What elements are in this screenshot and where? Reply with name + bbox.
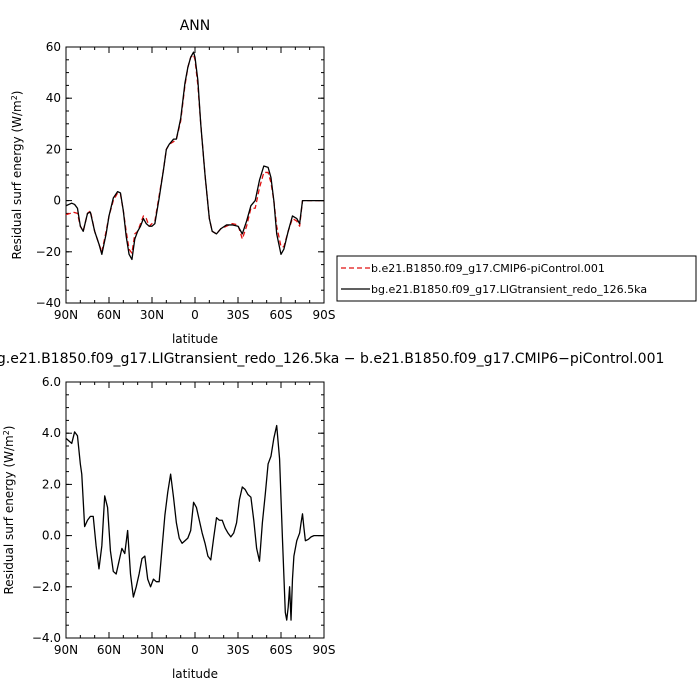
x-tick-label: 0 xyxy=(191,643,199,657)
x-tick-label: 90N xyxy=(54,308,78,322)
x-tick-label: 60S xyxy=(270,308,293,322)
axis-ticks: 90N 60N 30N 0 30S 60S 90S −40 −20 0 20 40 60 xyxy=(36,40,336,322)
x-axis-label: latitude xyxy=(172,332,218,346)
y-tick-label: −40 xyxy=(36,296,61,310)
chart-title: ANN xyxy=(180,18,211,34)
chart-panel-annual: ANN 90N 60N 30N 0 30S 60S 90S −40 −20 0 20 40 60 lat… xyxy=(10,18,697,346)
x-tick-label: 30N xyxy=(140,643,164,657)
legend-label-picontrol: b.e21.B1850.f09_g17.CMIP6-piControl.001 xyxy=(371,262,605,275)
y-axis-label: Residual surf energy (W/m2) xyxy=(10,90,25,259)
plot-frame xyxy=(65,46,325,304)
chart-title: bg.e21.B1850.f09_g17.LIGtransient_redo_1… xyxy=(0,351,664,367)
y-tick-label: 6.0 xyxy=(42,375,61,389)
y-axis-label-superscript: 2 xyxy=(2,430,11,435)
y-tick-label: −4.0 xyxy=(32,631,61,645)
y-axis-label: Residual surf energy (W/m2) xyxy=(2,425,17,594)
y-axis-label-main: Residual surf energy (W/m xyxy=(2,435,16,594)
series-group xyxy=(65,424,324,621)
y-tick-label: 2.0 xyxy=(42,477,61,491)
y-axis-label-main: Residual surf energy (W/m xyxy=(10,100,24,259)
x-tick-label: 0 xyxy=(191,308,199,322)
y-tick-label: −2.0 xyxy=(32,580,61,594)
x-tick-label: 60N xyxy=(97,643,121,657)
legend: b.e21.B1850.f09_g17.CMIP6-piControl.001 … xyxy=(336,255,697,302)
x-tick-label: 60N xyxy=(97,308,121,322)
y-tick-label: 20 xyxy=(46,142,61,156)
x-tick-label: 90S xyxy=(313,643,336,657)
y-tick-label: 4.0 xyxy=(42,426,61,440)
series-line-1 xyxy=(65,51,324,261)
x-axis-label: latitude xyxy=(172,667,218,681)
legend-label-ligtransient: bg.e21.B1850.f09_g17.LIGtransient_redo_1… xyxy=(371,283,647,296)
series-line-0 xyxy=(65,424,324,621)
x-tick-label: 30N xyxy=(140,308,164,322)
x-tick-label: 90S xyxy=(313,308,336,322)
legend-box xyxy=(336,255,697,302)
series-group xyxy=(65,51,324,261)
x-tick-label: 90N xyxy=(54,643,78,657)
series-line-0 xyxy=(65,54,324,254)
y-tick-label: −20 xyxy=(36,245,61,259)
y-axis-label-superscript: 2 xyxy=(10,95,19,100)
y-axis-label-close: ) xyxy=(2,425,16,430)
x-tick-label: 30S xyxy=(227,308,250,322)
chart-panel-difference: bg.e21.B1850.f09_g17.LIGtransient_redo_1… xyxy=(0,351,664,681)
y-tick-label: 40 xyxy=(46,91,61,105)
axis-ticks: 90N 60N 30N 0 30S 60S 90S −4.0 −2.0 0.0 2.0 4.0 6.0 xyxy=(32,375,336,657)
y-tick-label: 0 xyxy=(53,194,61,208)
y-tick-label: 60 xyxy=(46,40,61,54)
x-tick-label: 60S xyxy=(270,643,293,657)
x-tick-label: 30S xyxy=(227,643,250,657)
y-axis-label-close: ) xyxy=(10,90,24,95)
y-tick-label: 0.0 xyxy=(42,529,61,543)
